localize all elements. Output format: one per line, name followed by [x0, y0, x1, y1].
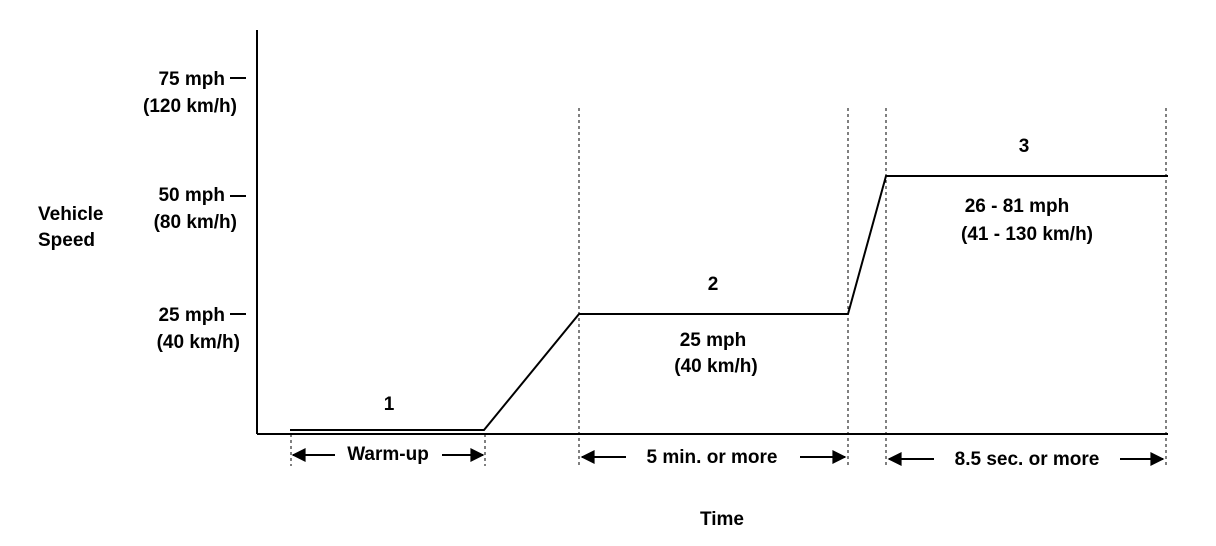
- phase-3-duration: 8.5 sec. or more: [955, 449, 1100, 470]
- phase-boundaries: [290, 108, 1167, 466]
- y-tick-label-75-mph: 75 mph: [158, 69, 225, 90]
- phase-3-speed-kmh: (41 - 130 km/h): [961, 224, 1093, 245]
- x-axis-title: Time: [700, 509, 744, 530]
- y-axis-title-line1: Vehicle: [38, 204, 104, 225]
- y-tick-label-25-kmh: (40 km/h): [157, 332, 240, 353]
- phase-2-speed-mph: 25 mph: [680, 330, 747, 351]
- y-tick-label-50-kmh: (80 km/h): [154, 212, 237, 233]
- phase-3-number: 3: [1019, 136, 1030, 157]
- y-tick-label-50-mph: 50 mph: [158, 185, 225, 206]
- phase-2-duration: 5 min. or more: [647, 447, 778, 468]
- phase-3-speed-mph: 26 - 81 mph: [965, 196, 1070, 217]
- phase-2-speed-kmh: (40 km/h): [674, 356, 757, 377]
- y-tick-label-75-kmh: (120 km/h): [143, 96, 237, 117]
- phase-1-number: 1: [384, 394, 395, 415]
- phase-2-number: 2: [708, 274, 719, 295]
- y-tick-label-25-mph: 25 mph: [158, 305, 225, 326]
- y-axis-title-line2: Speed: [38, 230, 95, 251]
- phase-1-duration: Warm-up: [347, 444, 429, 465]
- speed-profile-line: [290, 175, 1168, 431]
